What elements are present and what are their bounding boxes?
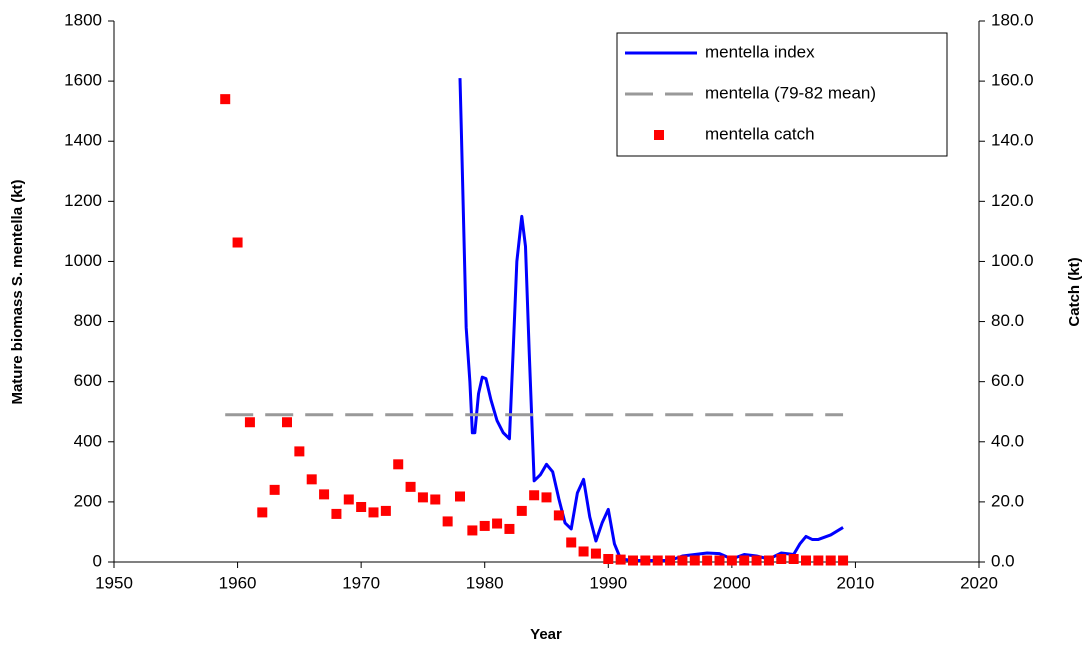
y-tick-label: 200: [74, 491, 102, 510]
y2-tick-label: 140.0: [991, 131, 1034, 150]
y2-tick-label: 100.0: [991, 251, 1034, 270]
catch-marker: [813, 555, 824, 566]
legend-label: mentella (79-82 mean): [705, 83, 876, 102]
legend-label: mentella index: [705, 42, 815, 61]
y2-tick-label: 60.0: [991, 371, 1024, 390]
catch-marker: [615, 554, 626, 565]
catch-marker: [566, 537, 577, 548]
catch-marker: [232, 237, 243, 248]
catch-marker: [380, 505, 391, 516]
catch-marker: [739, 555, 750, 566]
catch-marker: [269, 484, 280, 495]
legend-swatch: [654, 130, 664, 140]
y-tick-label: 800: [74, 311, 102, 330]
catch-marker: [578, 546, 589, 557]
y2-tick-label: 80.0: [991, 311, 1024, 330]
y-tick-label: 1200: [64, 191, 102, 210]
x-tick-label: 2010: [837, 573, 875, 592]
catch-marker: [689, 555, 700, 566]
catch-marker: [603, 553, 614, 564]
x-tick-label: 1980: [466, 573, 504, 592]
y2-tick-label: 20.0: [991, 491, 1024, 510]
y2-tick-label: 180.0: [991, 10, 1034, 29]
catch-marker: [529, 490, 540, 501]
catch-marker: [504, 523, 515, 534]
x-tick-label: 1950: [95, 573, 133, 592]
x-tick-label: 1990: [589, 573, 627, 592]
catch-marker: [244, 417, 255, 428]
y-tick-label: 400: [74, 431, 102, 450]
catch-marker: [282, 417, 292, 428]
catch-marker: [356, 501, 367, 512]
y2-tick-label: 160.0: [991, 71, 1034, 90]
catch-marker: [393, 459, 404, 470]
catch-marker: [702, 555, 713, 566]
x-tick-label: 2000: [713, 573, 751, 592]
catch-marker: [479, 520, 490, 531]
catch-marker: [368, 507, 379, 518]
y2-tick-label: 40.0: [991, 431, 1024, 450]
catch-marker: [467, 525, 478, 536]
catch-marker: [343, 494, 354, 505]
catch-marker: [788, 553, 799, 564]
y-tick-label: 1400: [64, 131, 102, 150]
catch-marker: [294, 446, 305, 457]
catch-marker: [801, 555, 811, 566]
catch-marker: [628, 555, 638, 566]
catch-marker: [776, 553, 787, 564]
x-tick-label: 1960: [219, 573, 257, 592]
catch-marker: [220, 94, 231, 105]
catch-marker: [455, 491, 465, 502]
catch-marker: [665, 555, 676, 566]
catch-marker: [590, 548, 601, 559]
x-axis-label: Year: [530, 626, 562, 643]
catch-marker: [763, 555, 774, 566]
y2-tick-label: 0.0: [991, 551, 1015, 570]
catch-marker: [430, 494, 441, 505]
catch-marker: [553, 510, 564, 521]
catch-marker: [319, 489, 330, 500]
legend-label: mentella catch: [705, 124, 815, 143]
catch-marker: [714, 555, 725, 566]
catch-marker: [640, 555, 651, 566]
y-tick-label: 1600: [64, 71, 102, 90]
catch-marker: [726, 555, 737, 566]
catch-marker: [825, 555, 836, 566]
y-tick-label: 1000: [64, 251, 102, 270]
y2-tick-label: 120.0: [991, 191, 1034, 210]
y-axis-label: Mature biomass S. mentella (kt): [9, 179, 26, 404]
y-tick-label: 600: [74, 371, 102, 390]
catch-marker: [751, 555, 762, 566]
catch-marker: [442, 516, 453, 527]
catch-marker: [257, 507, 268, 518]
catch-marker: [838, 555, 849, 566]
catch-marker: [405, 481, 416, 492]
y2-axis-label: Catch (kt): [1066, 257, 1083, 326]
catch-marker: [331, 508, 342, 519]
catch-marker: [516, 505, 527, 516]
catch-marker: [306, 474, 317, 485]
catch-marker: [677, 555, 688, 566]
catch-marker: [417, 492, 428, 503]
y-tick-label: 1800: [64, 10, 102, 29]
x-tick-label: 1970: [342, 573, 380, 592]
catch-marker: [541, 492, 552, 503]
catch-marker: [492, 518, 503, 529]
catch-marker: [652, 555, 663, 566]
y-tick-label: 0: [93, 551, 102, 570]
x-tick-label: 2020: [960, 573, 998, 592]
